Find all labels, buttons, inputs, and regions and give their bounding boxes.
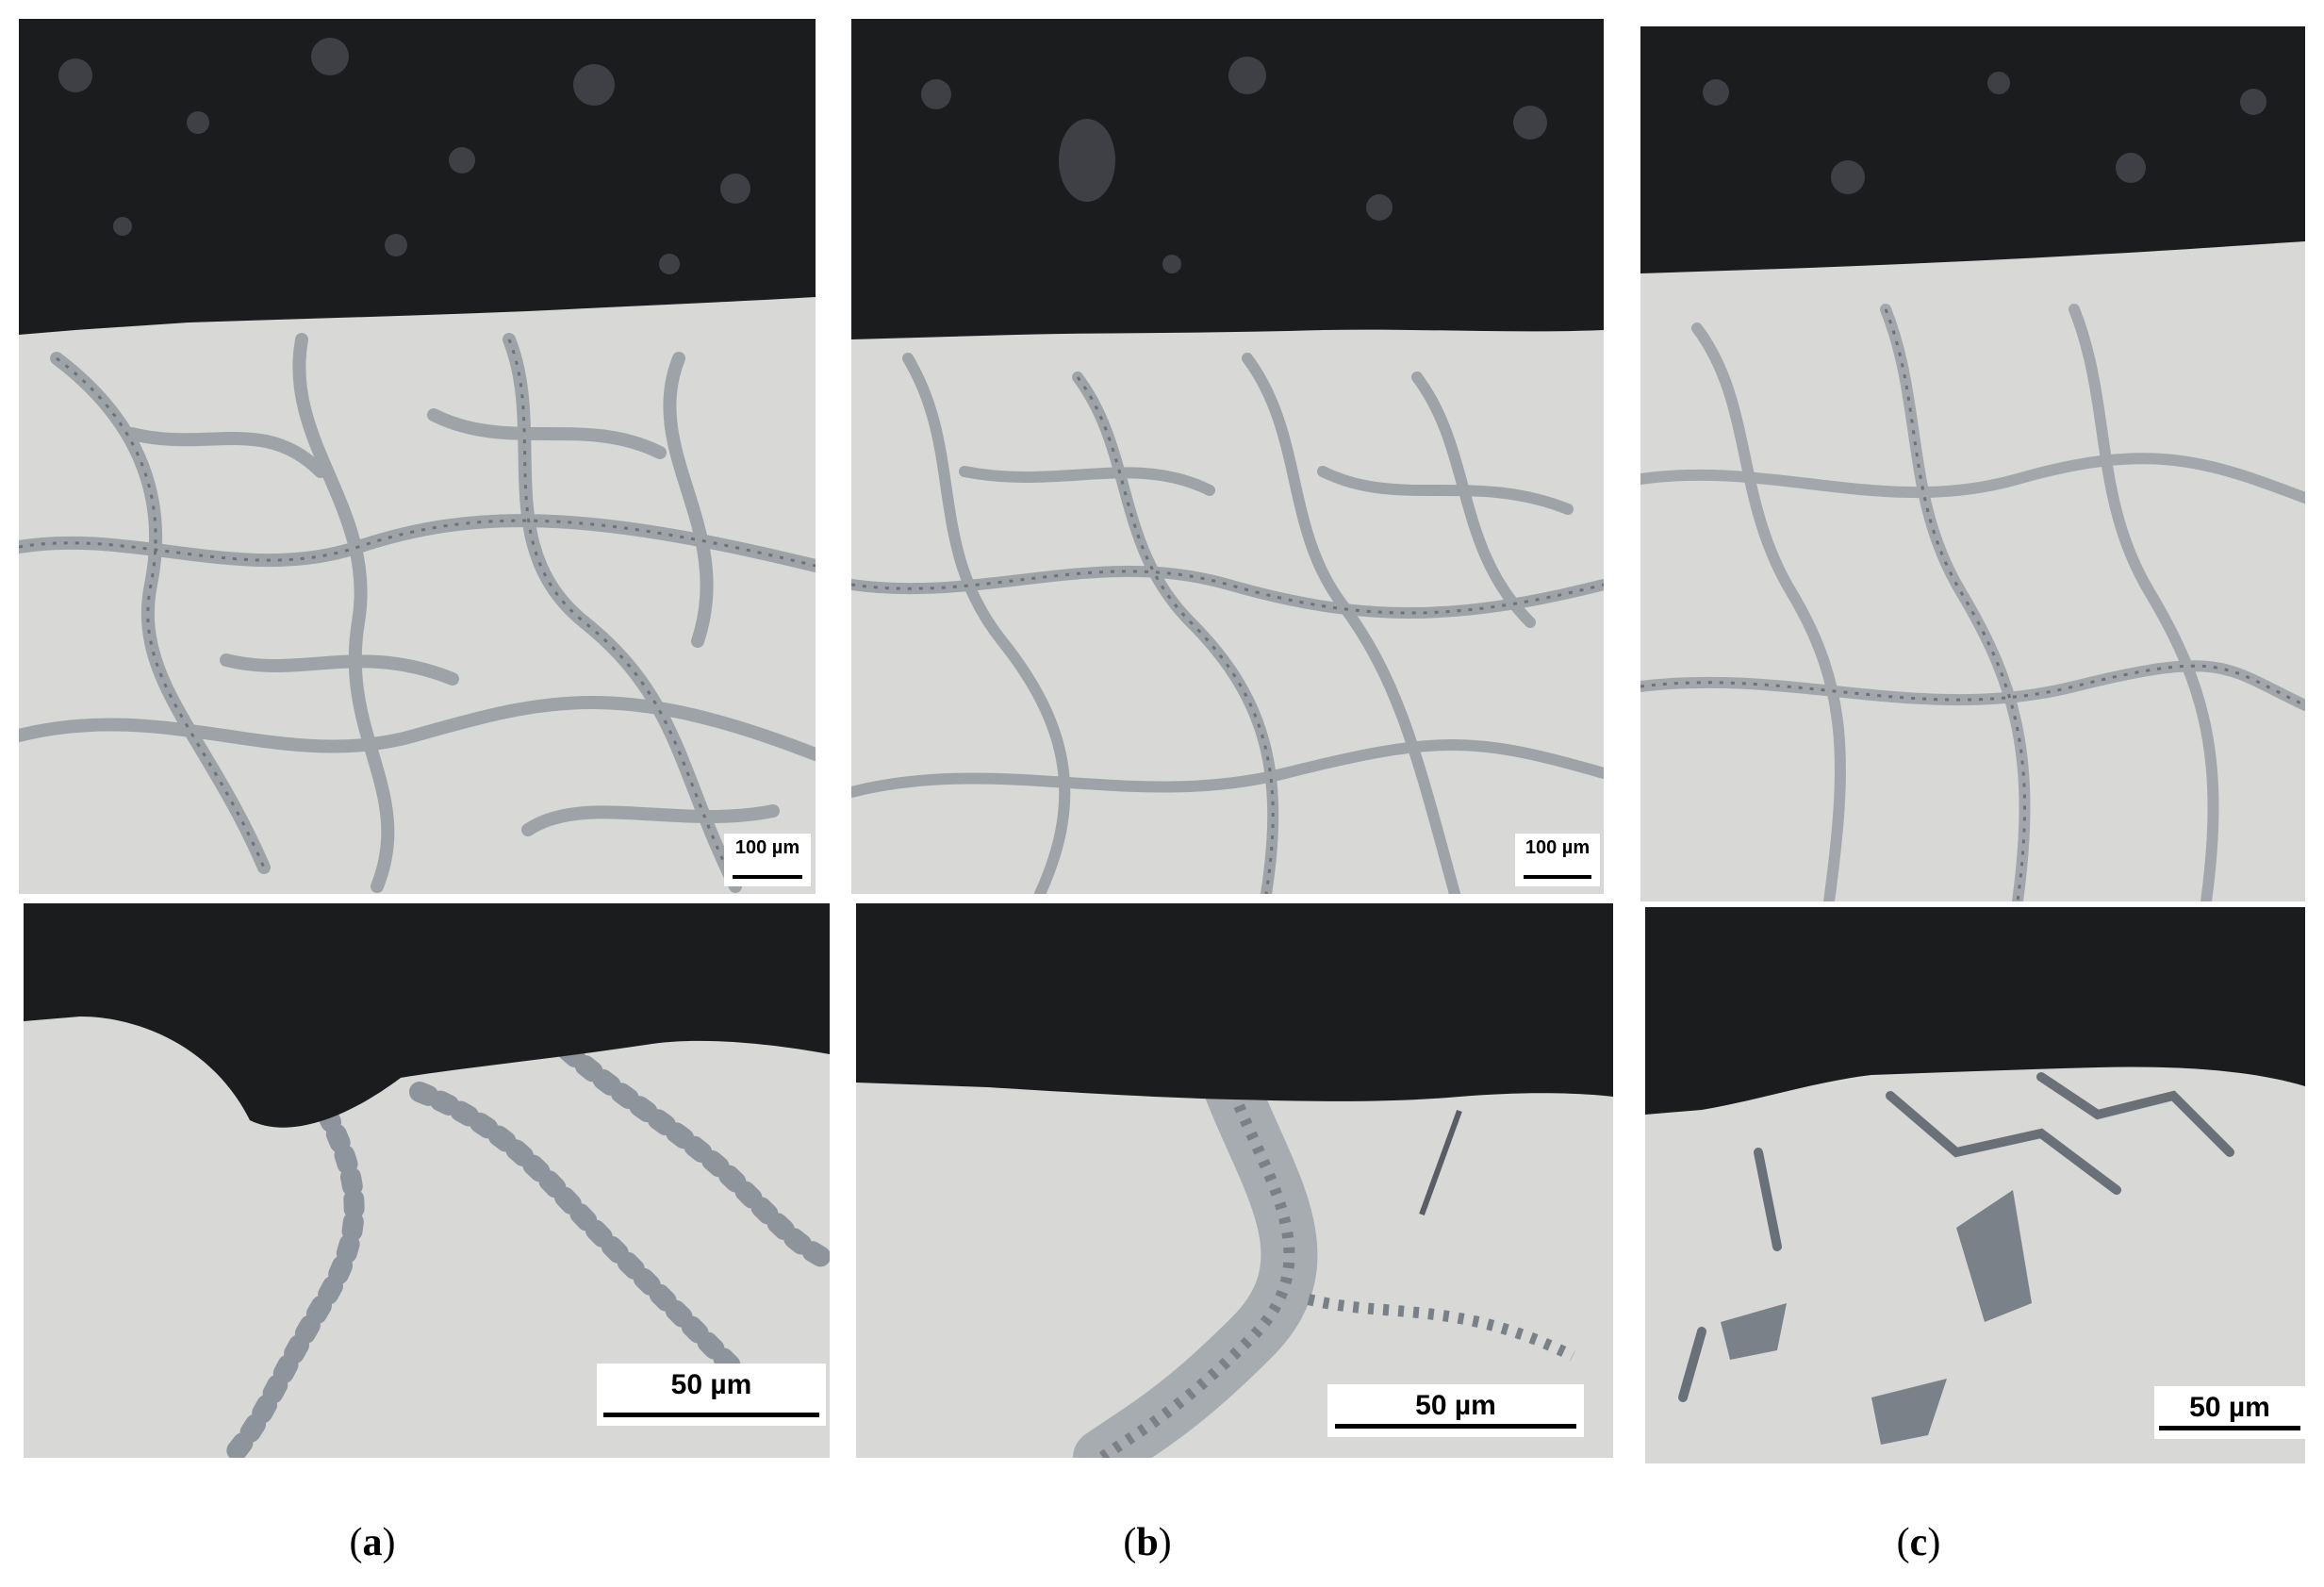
micrograph-c-detail: 50 µm (1645, 907, 2305, 1463)
resin-particles (1703, 72, 2266, 194)
caption-b: (b) (1123, 1521, 1172, 1564)
scale-bar-label: 100 µm (1525, 837, 1591, 858)
scale-bar-line (1524, 875, 1591, 879)
scale-bar-b-detail: 50 µm (1327, 1384, 1584, 1437)
scale-bar-a-overview: 100 µm (724, 834, 811, 886)
micrograph-c-overview (1640, 26, 2305, 901)
caption-a: (a) (349, 1521, 396, 1564)
resin-mount (1645, 907, 2305, 1115)
micrograph-a-detail: 50 µm (24, 903, 830, 1458)
resin-mount (851, 19, 1604, 339)
scale-bar-label: 100 µm (734, 837, 800, 858)
scale-bar-line (1335, 1424, 1576, 1429)
micrograph-a-overview: 100 µm (19, 19, 816, 894)
scale-bar-a-detail: 50 µm (597, 1364, 826, 1426)
scale-bar-label: 50 µm (1415, 1390, 1496, 1421)
resin-mount (1640, 26, 2305, 273)
caption-c: (c) (1896, 1521, 1941, 1564)
resin-mount (19, 19, 816, 335)
scale-bar-line (733, 875, 802, 879)
scale-bar-label: 50 µm (670, 1369, 752, 1400)
resin-particles (58, 38, 750, 274)
scale-bar-c-detail: 50 µm (2154, 1386, 2305, 1439)
scale-bar-line (2158, 1426, 2301, 1430)
resin-mount (24, 903, 830, 1128)
scale-bar-line (603, 1413, 819, 1417)
micrograph-b-detail: 50 µm (856, 903, 1613, 1458)
micrograph-b-overview: 100 µm (851, 19, 1604, 894)
resin-mount (856, 903, 1613, 1101)
resin-particles (921, 57, 1547, 273)
scale-bar-b-overview: 100 µm (1515, 834, 1600, 886)
scale-bar-label: 50 µm (2189, 1392, 2270, 1423)
